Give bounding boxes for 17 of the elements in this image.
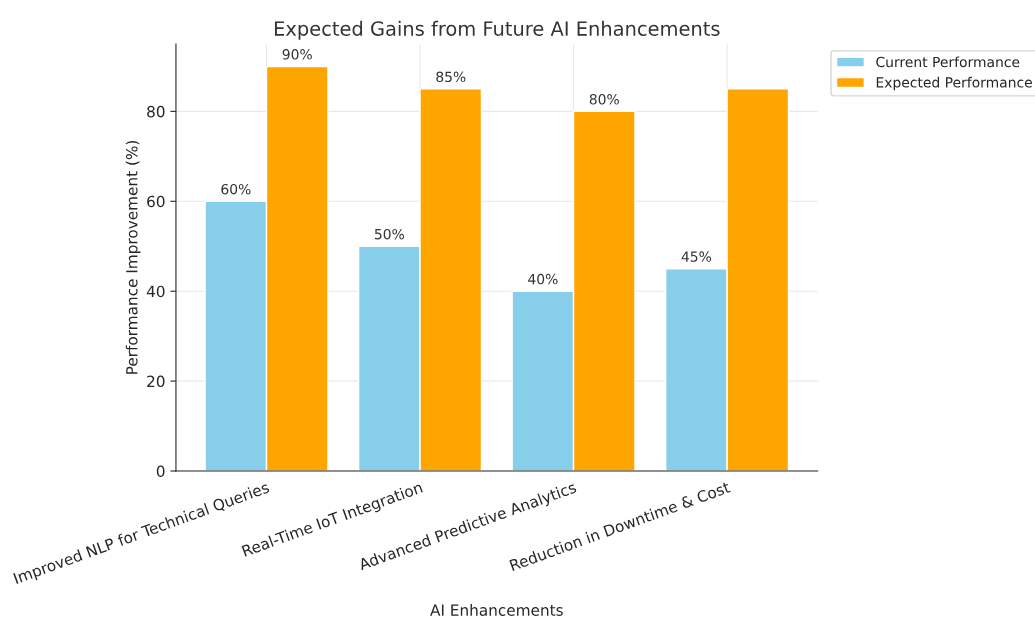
y-tick-label: 60 [147, 195, 165, 208]
y-tick-label: 80 [147, 105, 165, 118]
data-label: 80% [589, 94, 619, 105]
data-label: 85% [436, 71, 466, 83]
data-label: 60% [221, 183, 251, 195]
data-label: 40% [528, 273, 558, 285]
legend-label: Current Performance [876, 56, 1020, 68]
data-label: 50% [374, 228, 405, 240]
data-label: 45% [681, 251, 712, 262]
chart-title: Expected Gains from Future AI Enhancements [274, 20, 720, 40]
x-axis-title: AI Enhancements [430, 604, 563, 616]
y-tick-label: 40 [146, 285, 165, 298]
y-tick-label: 20 [147, 375, 165, 388]
y-axis-title: Performance Improvement (%) [125, 140, 141, 374]
legend-label: Expected Performance [876, 76, 1032, 91]
data-label: 90% [282, 49, 312, 60]
y-tick-label: 0 [156, 465, 165, 478]
